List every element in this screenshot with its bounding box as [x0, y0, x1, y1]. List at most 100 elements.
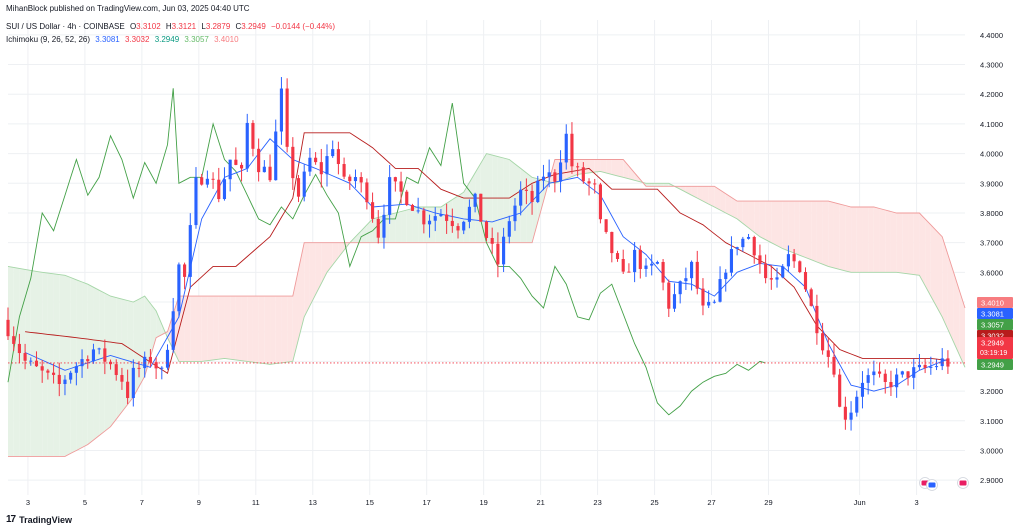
x-tick-label: 19 — [479, 498, 487, 507]
candle-body — [239, 164, 244, 169]
candle-body — [912, 367, 916, 378]
tradingview-brand: TradingView — [19, 514, 72, 525]
candle-body — [422, 210, 426, 225]
candle-body — [627, 271, 631, 273]
x-tick-label: Jun — [854, 498, 866, 507]
cloud-segment — [406, 208, 413, 243]
candle-body — [365, 182, 369, 203]
candle-body — [427, 220, 432, 225]
candle-body — [274, 131, 278, 181]
candle-body — [52, 372, 56, 375]
high-value: 3.3121 — [171, 22, 197, 31]
cloud-segment — [822, 201, 829, 267]
y-tick-label: 3.7000 — [980, 239, 1003, 248]
cloud-segment — [606, 159, 612, 175]
candle-body — [302, 171, 306, 197]
candle-body — [211, 178, 215, 180]
cloud-segment — [64, 275, 71, 457]
y-tick-label: 4.1000 — [980, 120, 1003, 129]
cloud-segment — [13, 267, 20, 457]
candle-body — [262, 166, 266, 173]
candle-body — [519, 189, 523, 206]
cloud-segment — [440, 203, 447, 243]
candle-body — [382, 214, 386, 238]
y-tick-label: 4.4000 — [980, 31, 1003, 40]
candle-body — [638, 249, 642, 269]
cloud-segment — [868, 207, 874, 273]
candle-body — [473, 193, 477, 207]
price-label-box — [977, 319, 1013, 330]
x-tick-label: 27 — [707, 498, 715, 507]
candle-body — [439, 214, 443, 217]
candle-body — [217, 179, 221, 200]
tradingview-logo[interactable]: 17 TradingView — [6, 514, 72, 525]
candle-body — [530, 190, 534, 203]
cloud-segment — [275, 296, 282, 364]
cloud-segment — [725, 193, 732, 216]
candle-body — [325, 156, 329, 175]
cloud-segment — [600, 159, 607, 173]
x-tick-label: 3 — [914, 498, 918, 507]
candle-body — [371, 202, 375, 219]
candle-body — [34, 360, 39, 367]
cloud-segment — [896, 212, 903, 274]
cloud-segment — [839, 204, 846, 271]
candle-body — [769, 278, 773, 280]
candle-body — [177, 264, 181, 312]
indicator-name[interactable]: Ichimoku (9, 26, 52, 26) — [6, 35, 91, 44]
price-label-3-3081: 3.3081 — [977, 308, 1013, 319]
candle-body — [376, 218, 380, 238]
candle-body — [57, 374, 61, 385]
candle-body — [12, 336, 16, 344]
price-label-text: 3.3032 — [981, 332, 1004, 341]
countdown-text: 03:19:19 — [980, 350, 1007, 357]
cloud-segment — [663, 183, 669, 187]
cloud-segment — [19, 268, 26, 457]
y-tick-label: 4.3000 — [980, 61, 1003, 70]
candle-body — [695, 261, 699, 289]
symbol-name[interactable]: SUI / US Dollar · 4h · COINBASE — [6, 22, 125, 31]
candle-body — [798, 261, 802, 273]
cloud-segment — [292, 269, 299, 362]
symbol-legend[interactable]: SUI / US Dollar · 4h · COINBASE O3.3102 … — [6, 22, 335, 31]
cloud-segment — [902, 212, 909, 274]
candle-body — [268, 166, 272, 181]
cloud-segment — [782, 201, 789, 251]
cloud-segment — [651, 183, 658, 187]
candle-body — [171, 311, 175, 350]
candle-body — [131, 367, 135, 399]
cloud-segment — [218, 296, 225, 360]
y-tick-label: 3.8000 — [980, 209, 1003, 218]
candle-body — [672, 294, 677, 309]
candle-body — [729, 249, 734, 273]
candle-body — [889, 382, 893, 388]
candle-body — [843, 406, 847, 420]
candle-body — [764, 263, 768, 279]
time-axis[interactable]: 3 5 7 9 11 13 15 17 19 21 23 25 27 29 Jun 3 — [26, 498, 919, 507]
price-label-text: 3.2949 — [981, 361, 1004, 370]
cloud-segment — [195, 296, 202, 362]
cloud-segment — [309, 242, 316, 306]
cloud-segment — [104, 293, 111, 432]
candle-body — [553, 172, 557, 182]
cloud-segment — [520, 168, 527, 243]
cloud-segment — [213, 296, 219, 360]
cloud-segment — [201, 296, 208, 362]
cloud-segment — [144, 296, 151, 377]
cloud-segment — [270, 296, 276, 365]
candle-body — [576, 166, 580, 168]
open-value: 3.3102 — [136, 22, 161, 31]
candle-body — [701, 288, 705, 306]
candle-body — [502, 236, 506, 265]
cloud-segment — [514, 163, 521, 243]
price-label-box — [977, 359, 1013, 370]
cloud-segment — [628, 166, 635, 181]
price-label-text: 3.3081 — [981, 310, 1004, 319]
candle-body — [353, 177, 358, 182]
candle-body — [513, 205, 517, 222]
cloud-segment — [959, 290, 965, 368]
candle-body — [296, 178, 301, 197]
indicator-legend[interactable]: Ichimoku (9, 26, 52, 26) 3.3081 3.3032 3… — [6, 35, 239, 44]
cloud-segment — [315, 242, 322, 295]
